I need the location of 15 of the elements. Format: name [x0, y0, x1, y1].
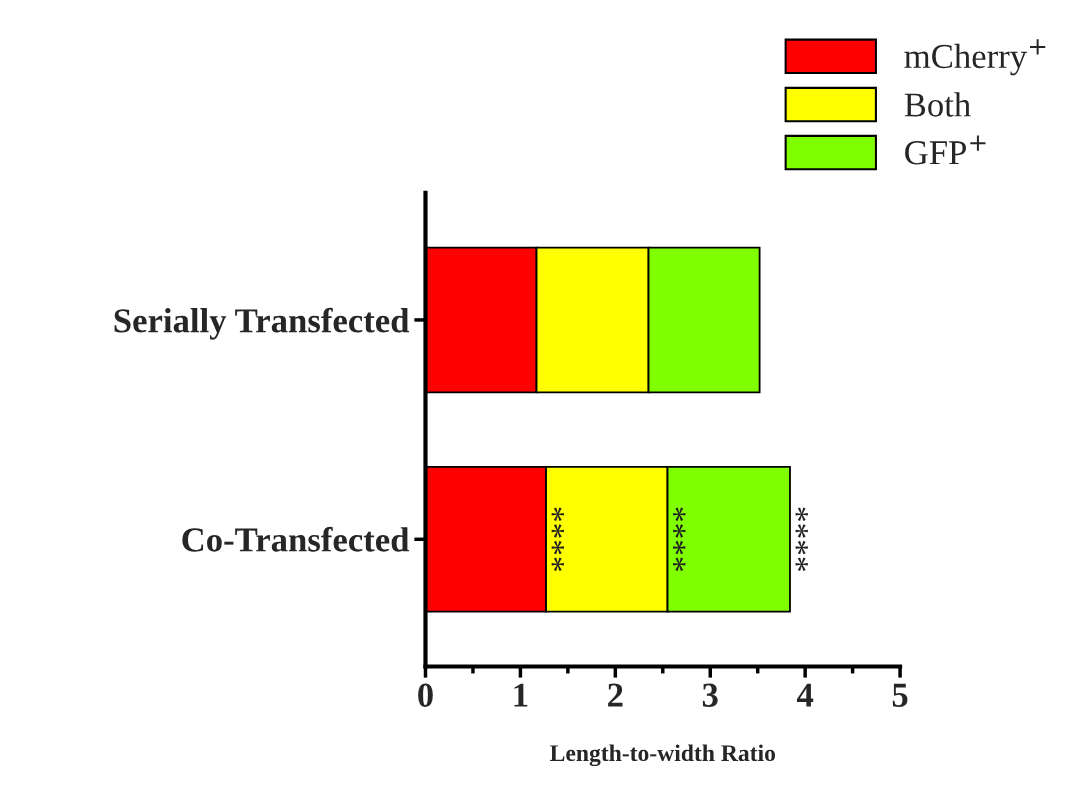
legend-label: mCherry$^{+}$: [904, 39, 1046, 76]
x-tick-label: 1: [514, 683, 528, 707]
y-tick-label: Serially Transfected: [114, 307, 410, 340]
legend-label: Both: [904, 92, 971, 117]
annotation: ****: [795, 507, 808, 571]
x-tick-label: 5: [892, 683, 908, 707]
x-tick-label: 4: [796, 683, 814, 707]
y-tick-label: Co-Transfected: [182, 526, 410, 552]
x-tick-label: 2: [608, 683, 623, 707]
legend-label: GFP$^{+}$: [905, 135, 986, 165]
x-tick-label: 0: [418, 683, 433, 707]
x-axis-title: Length-to-width Ratio: [550, 744, 776, 767]
annotation: ****: [673, 507, 686, 571]
x-tick-label: 3: [702, 683, 718, 707]
annotation: ****: [551, 507, 564, 571]
